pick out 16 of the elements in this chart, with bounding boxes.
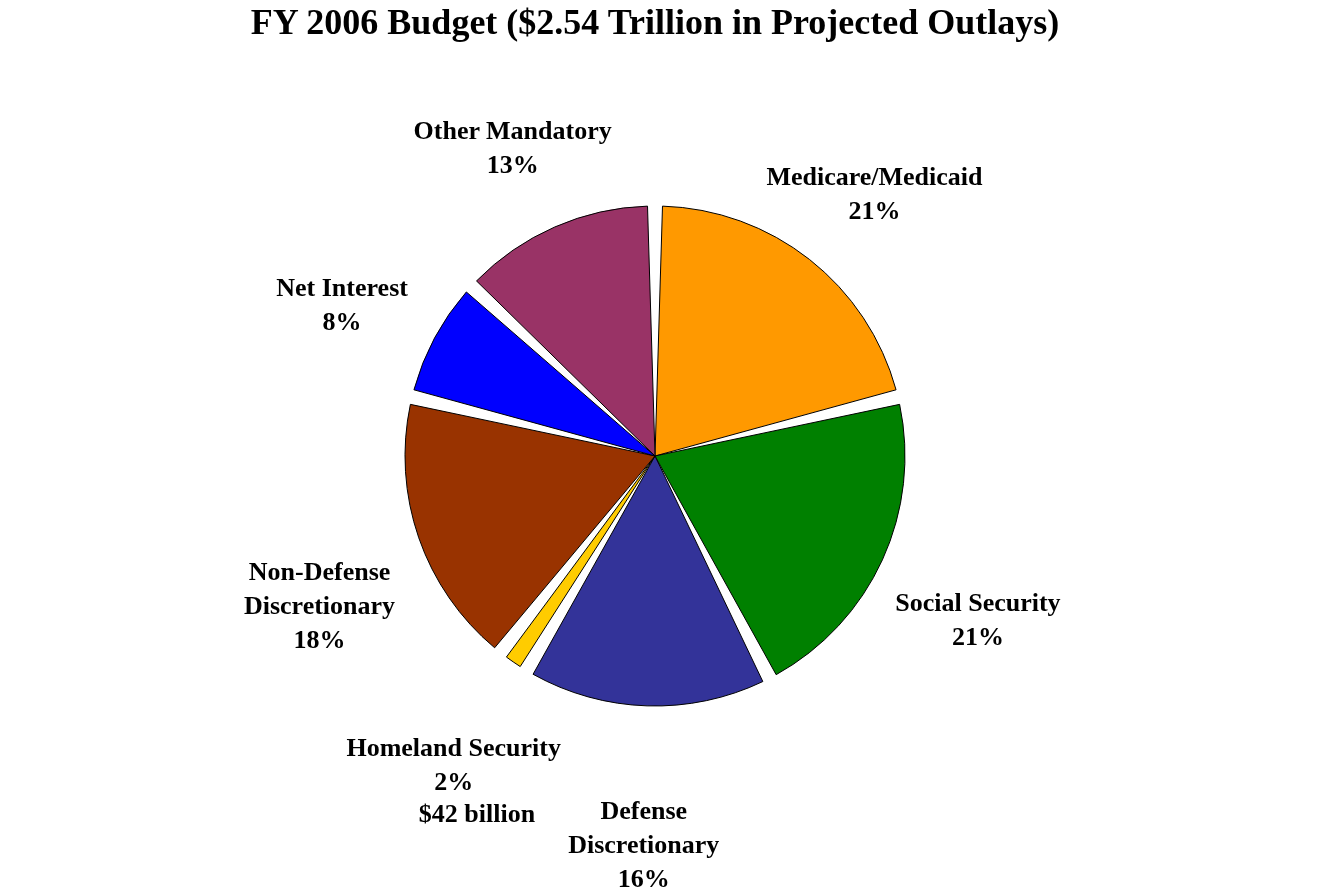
slice-label: Defense Discretionary bbox=[568, 795, 720, 859]
chart-title: FY 2006 Budget ($2.54 Trillion in Projected Outlays) bbox=[250, 2, 1060, 42]
data-label: 21% bbox=[848, 195, 901, 225]
slice-label: Non-Defense Discretionary bbox=[243, 557, 396, 621]
data-label: 13% bbox=[486, 149, 539, 179]
slice-label: Other Mandatory bbox=[413, 115, 612, 145]
text: $42 billion bbox=[418, 799, 536, 828]
data-label: 16% bbox=[617, 863, 670, 893]
slice-label: Medicare/Medicaid bbox=[766, 161, 984, 191]
slice-label: Homeland Security bbox=[346, 733, 561, 763]
data-label: 21% bbox=[951, 622, 1004, 652]
slice-label: Social Security bbox=[895, 588, 1061, 618]
slice-label: Net Interest bbox=[276, 273, 409, 303]
data-label: 18% bbox=[293, 625, 346, 655]
data-label: 8% bbox=[322, 307, 362, 337]
data-label: 2% bbox=[434, 767, 474, 797]
